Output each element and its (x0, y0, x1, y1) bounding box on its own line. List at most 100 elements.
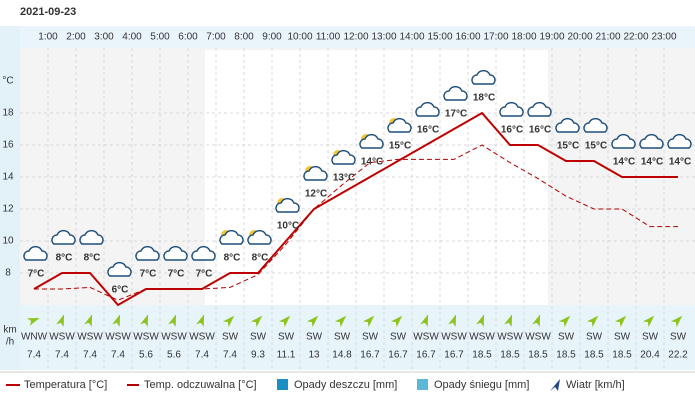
cloud (527, 101, 552, 117)
wind-arrow (504, 314, 513, 328)
weather-icon (107, 261, 132, 277)
wind-arrow (390, 315, 403, 328)
wind-direction: SW (586, 332, 603, 343)
wind-speed: 16.7 (444, 350, 464, 361)
wind-arrow (278, 315, 291, 328)
wind-direction: WSW (105, 332, 131, 343)
wind-direction: WSW (441, 332, 467, 343)
weather-icon (163, 245, 188, 261)
x-tick-label: 18:00 (511, 32, 536, 43)
wind-speed: 18.5 (528, 350, 548, 361)
weather-icon (51, 229, 76, 245)
x-tick-label: 3:00 (94, 32, 114, 43)
wind-speed: 7.4 (195, 350, 209, 361)
weather-icon (135, 245, 160, 261)
cloud (247, 229, 272, 245)
temperature-label: 14°C (613, 157, 635, 168)
cloud (639, 133, 664, 149)
wind-arrow (558, 315, 571, 328)
temperature-label: 16°C (501, 125, 523, 136)
wind-arrow (334, 315, 347, 328)
weather-icon (303, 165, 328, 181)
wind-speed: 7.4 (55, 350, 69, 361)
cloud (443, 85, 468, 101)
wind-arrow (362, 315, 375, 328)
wind-direction: WSW (77, 332, 103, 343)
weather-icon (191, 245, 216, 261)
weather-icon (583, 117, 608, 133)
x-tick-label: 7:00 (206, 32, 226, 43)
temperature-label: 12°C (305, 189, 327, 200)
weather-icon (275, 197, 300, 213)
y-tick-label: 12 (2, 204, 14, 215)
wind-arrow (306, 315, 319, 328)
left-axis-panel (0, 26, 20, 370)
weather-icon (611, 133, 636, 149)
legend-swatch (550, 379, 560, 391)
temperature-label: 8°C (84, 253, 101, 264)
wind-speed: 7.4 (27, 350, 41, 361)
legend-label: Wiatr [km/h] (566, 379, 625, 391)
wind-arrow (614, 315, 627, 328)
cloud (415, 101, 440, 117)
temperature-label: 16°C (417, 125, 439, 136)
x-tick-label: 1:00 (38, 32, 58, 43)
wind-direction: SW (278, 332, 295, 343)
temperature-label: 6°C (112, 285, 129, 296)
wind-speed: 20.4 (640, 350, 660, 361)
temperature-label: 8°C (56, 253, 73, 264)
x-tick-label: 14:00 (399, 32, 424, 43)
wind-arrow (476, 314, 485, 328)
cloud (499, 101, 524, 117)
temperature-label: 16°C (529, 125, 551, 136)
wind-direction: SW (334, 332, 351, 343)
y-tick-label: 18 (2, 108, 14, 119)
x-tick-label: 8:00 (234, 32, 254, 43)
date: 2021-09-23 (20, 6, 76, 18)
wind-arrow (420, 314, 429, 328)
x-tick-label: 4:00 (122, 32, 142, 43)
wind-arrow (140, 314, 149, 328)
hour-header (20, 26, 695, 48)
wind-direction: WSW (49, 332, 75, 343)
x-tick-label: 12:00 (343, 32, 368, 43)
wind-speed: 18.5 (500, 350, 520, 361)
cloud (79, 229, 104, 245)
y-tick-label: 16 (2, 140, 14, 151)
wind-unit: km (3, 325, 16, 336)
wind-direction: WSW (413, 332, 439, 343)
wind-speed: 9.3 (251, 350, 265, 361)
cloud (163, 245, 188, 261)
wind-speed: 18.5 (612, 350, 632, 361)
weather-icon (219, 229, 244, 245)
wind-arrow (250, 315, 263, 328)
temperature-label: 14°C (641, 157, 663, 168)
wind-speed: 7.4 (111, 350, 125, 361)
y-tick-label: 10 (2, 236, 14, 247)
cloud (51, 229, 76, 245)
weather-icon (499, 101, 524, 117)
wind-speed: 16.7 (416, 350, 436, 361)
weather-icon (443, 85, 468, 101)
temperature-label: 7°C (28, 269, 45, 280)
x-tick-label: 2:00 (66, 32, 86, 43)
wind-arrow (532, 314, 541, 328)
legend-swatch (277, 379, 288, 390)
wind-direction: SW (390, 332, 407, 343)
cloud (359, 133, 384, 149)
wind-arrow (642, 315, 655, 328)
wind-arrow (586, 315, 599, 328)
cloud (107, 261, 132, 277)
series-line (33, 111, 678, 307)
wind-direction: SW (642, 332, 659, 343)
wind-arrow (84, 314, 93, 328)
temperature-label: 18°C (473, 93, 495, 104)
wind-unit: /h (6, 337, 14, 348)
x-tick-label: 19:00 (539, 32, 564, 43)
cloud (611, 133, 636, 149)
weather-icon (331, 149, 356, 165)
wind-direction: SW (222, 332, 239, 343)
weather-icon (359, 133, 384, 149)
x-tick-label: 23:00 (651, 32, 676, 43)
wind-direction: WSW (133, 332, 159, 343)
